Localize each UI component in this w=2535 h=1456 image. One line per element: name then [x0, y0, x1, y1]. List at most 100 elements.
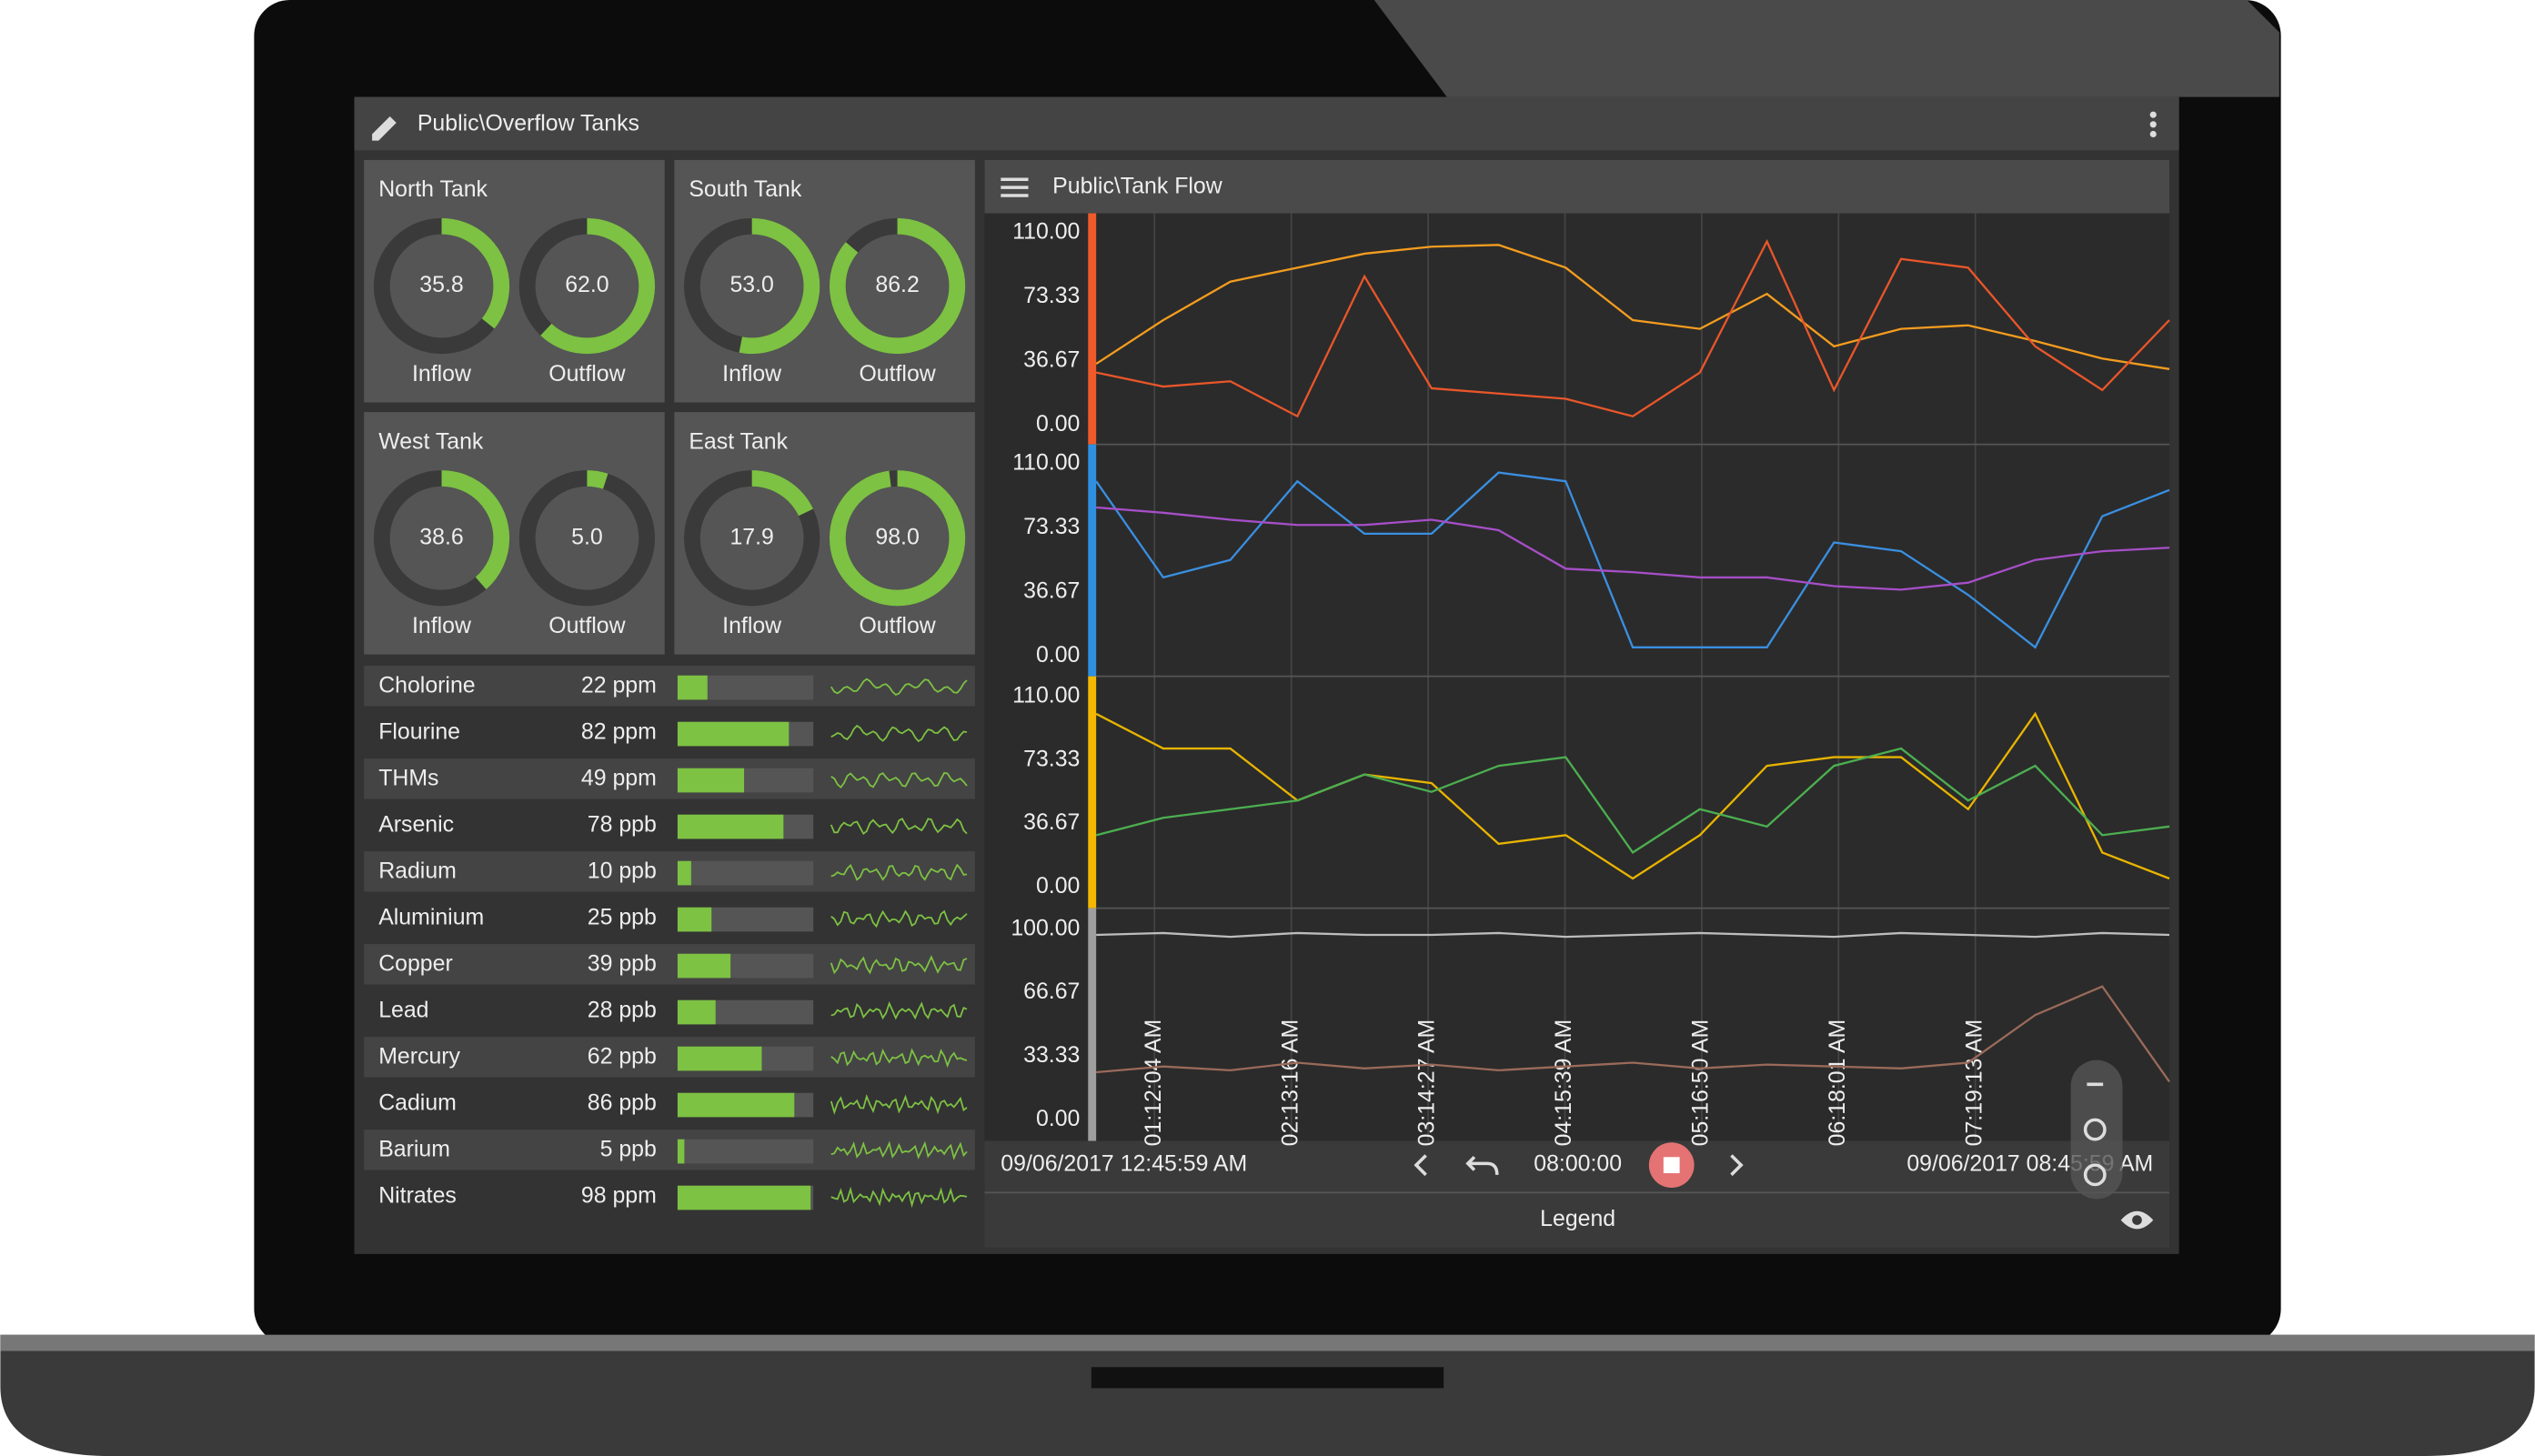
row — [364, 990, 975, 1031]
pane-strip — [1088, 908, 1097, 1141]
trend-footer — [984, 1140, 2170, 1248]
trend-title: Public\Tank Flow — [1052, 174, 1223, 199]
y-tick-label: 110.00 — [1012, 682, 1080, 708]
hamburger-icon[interactable] — [1001, 177, 1029, 197]
bar-track — [677, 1139, 814, 1164]
bar — [677, 1185, 811, 1210]
reset-button[interactable] — [1465, 1156, 1499, 1175]
y-tick-label: 36.67 — [1023, 577, 1080, 603]
next-button[interactable] — [1730, 1154, 1744, 1177]
legend-toggle[interactable]: Legend — [1540, 1206, 1615, 1231]
row-name: Arsenic — [378, 812, 454, 838]
x-tick-label: 06:18:01 AM — [1825, 1019, 1850, 1147]
app-bar — [354, 96, 2179, 151]
bar — [677, 907, 712, 932]
row-name: Mercury — [378, 1044, 460, 1069]
row — [364, 1176, 975, 1217]
row-value: 98 ppm — [581, 1183, 657, 1209]
y-tick-label: 36.67 — [1023, 809, 1080, 835]
gauge-label: Outflow — [859, 613, 936, 638]
tank-name: West Tank — [378, 428, 484, 454]
gauge-arc — [518, 217, 656, 355]
pane-strip — [1088, 213, 1097, 445]
row-value: 25 ppb — [588, 905, 657, 930]
trend-header — [984, 159, 2170, 214]
sparkline — [830, 909, 968, 929]
gauge-arc — [829, 217, 966, 355]
tank-name: South Tank — [689, 176, 802, 202]
x-tick-label: 03:14:27 AM — [1414, 1019, 1440, 1147]
bar — [677, 675, 708, 700]
row-value: 22 ppm — [581, 673, 657, 698]
sparkline — [830, 863, 968, 881]
row — [364, 758, 975, 799]
trend-line — [1096, 506, 2170, 591]
bar — [677, 768, 745, 793]
gauge-label: Inflow — [412, 613, 472, 638]
row — [364, 1083, 975, 1124]
row-value: 82 ppm — [581, 719, 657, 745]
row-name: Lead — [378, 998, 428, 1023]
row-name: Copper — [378, 951, 453, 977]
row-value: 86 ppb — [588, 1090, 657, 1116]
gauge-label: Outflow — [548, 361, 626, 387]
row-name: Flourine — [378, 719, 460, 745]
x-tick-label: 05:16:50 AM — [1687, 1019, 1713, 1147]
duration: 08:00:00 — [1534, 1151, 1622, 1177]
row-name: Barium — [378, 1137, 450, 1162]
row-value: 49 ppm — [581, 766, 657, 791]
gauge-value: 38.6 — [419, 524, 463, 549]
row — [364, 712, 975, 753]
gauge-value: 86.2 — [875, 272, 919, 297]
gauge-value: 53.0 — [729, 272, 773, 297]
stop-button[interactable] — [1648, 1142, 1695, 1189]
row-name: Radium — [378, 859, 457, 884]
y-tick-label: 73.33 — [1023, 746, 1080, 771]
edit-icon[interactable] — [372, 115, 397, 141]
bar — [677, 1139, 685, 1164]
y-tick-label: 110.00 — [1012, 218, 1080, 244]
start-time: 09/06/2017 12:45:59 AM — [1001, 1151, 1247, 1177]
row — [364, 1130, 975, 1170]
y-tick-label: 0.00 — [1036, 642, 1080, 668]
row-name: Cholorine — [378, 673, 475, 698]
gauge-arc — [684, 470, 820, 607]
y-tick-label: 33.33 — [1023, 1042, 1080, 1068]
sparkline — [830, 678, 968, 696]
row — [364, 805, 975, 846]
gauge-label: Inflow — [722, 361, 782, 387]
bar — [677, 999, 716, 1025]
row-name: Aluminium — [378, 905, 484, 930]
gauge-label: Inflow — [412, 361, 472, 387]
row — [364, 898, 975, 939]
menu-icon[interactable] — [2149, 111, 2157, 138]
row — [364, 1037, 975, 1078]
y-tick-label: 0.00 — [1036, 1106, 1080, 1131]
y-tick-label: 110.00 — [1012, 450, 1080, 476]
gauge-value: 5.0 — [571, 524, 603, 549]
bar — [677, 1046, 762, 1071]
gauge-value: 98.0 — [875, 524, 919, 549]
row-value: 62 ppb — [588, 1044, 657, 1069]
x-tick-label: 07:19:13 AM — [1961, 1019, 1987, 1147]
gauge-label: Outflow — [548, 613, 626, 638]
eye-icon[interactable] — [2120, 1210, 2154, 1230]
sparkline — [830, 1048, 968, 1069]
x-tick-label: 01:12:04 AM — [1141, 1019, 1166, 1147]
row-value: 28 ppb — [588, 998, 657, 1023]
sparkline — [830, 818, 968, 836]
gauge-value: 62.0 — [565, 272, 609, 297]
zoom-controls[interactable] — [2070, 1059, 2123, 1200]
bar — [677, 1092, 795, 1118]
y-tick-label: 100.00 — [1011, 915, 1080, 940]
tank-card — [674, 412, 975, 655]
row-name: Cadium — [378, 1090, 457, 1116]
row-value: 78 ppb — [588, 812, 657, 838]
pane-strip — [1088, 444, 1097, 677]
tank-card — [364, 159, 665, 403]
prev-button[interactable] — [1413, 1154, 1427, 1177]
bar — [677, 814, 784, 839]
bar — [677, 721, 790, 747]
